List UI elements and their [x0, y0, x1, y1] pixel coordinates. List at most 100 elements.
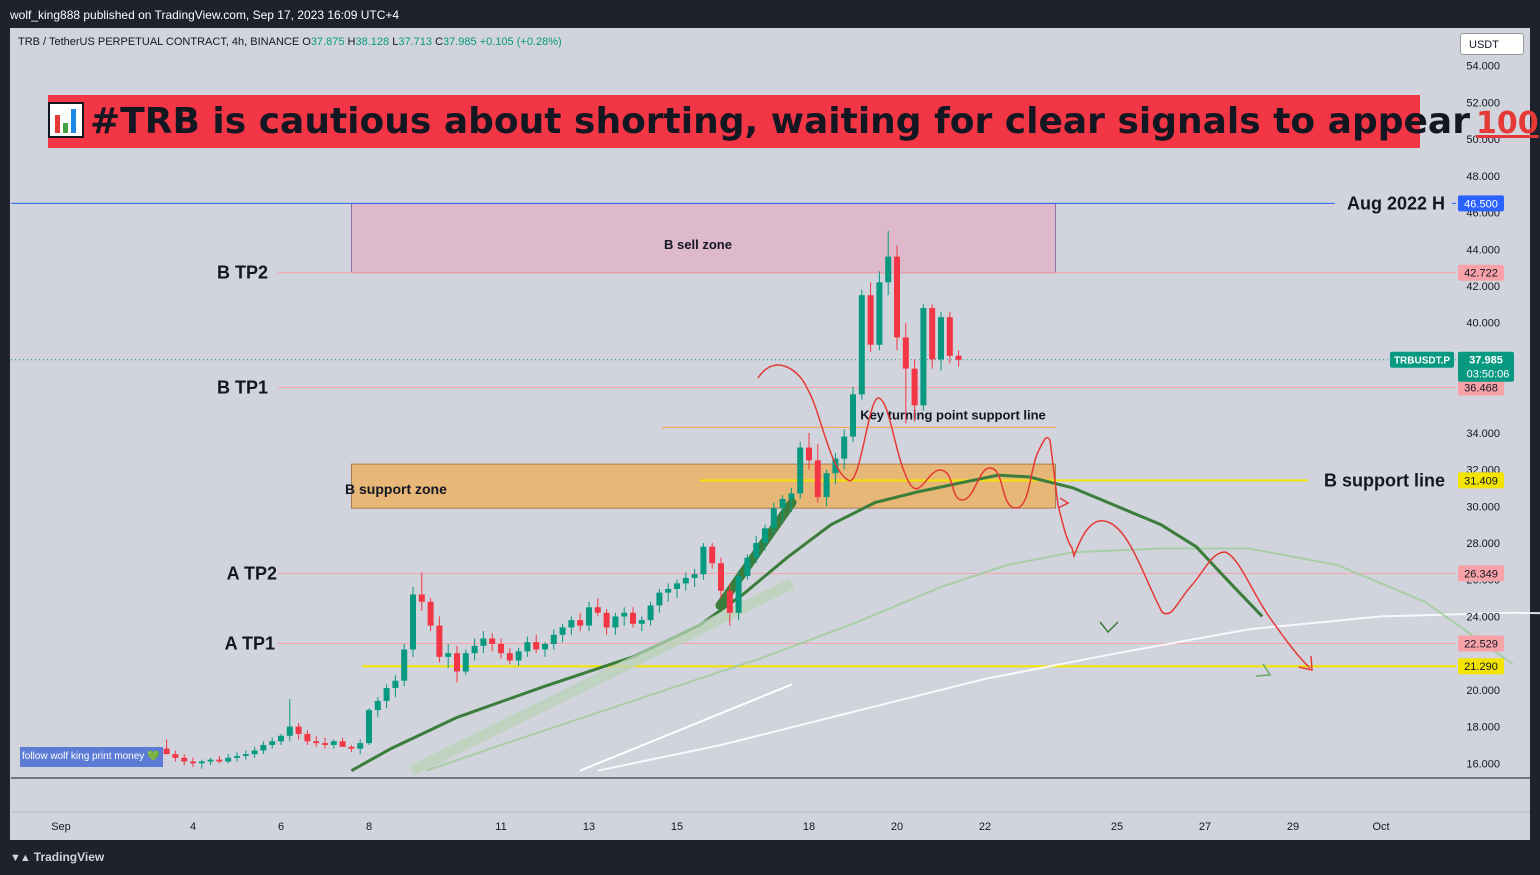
price-tag-text: 46.500 [1464, 198, 1498, 210]
y-tick-label: 34.000 [1466, 428, 1500, 440]
candle-body [427, 601, 434, 626]
x-tick-label: 15 [671, 821, 683, 833]
candle-body [726, 590, 733, 613]
candle-body [841, 436, 848, 459]
candle-body [339, 741, 346, 747]
candle-body [190, 761, 196, 764]
candle-body [172, 754, 179, 758]
candle-body [163, 748, 170, 755]
candle-body [814, 460, 821, 498]
candle-body [885, 256, 892, 283]
candle-body [612, 616, 619, 628]
candle-body [876, 282, 883, 345]
headline-banner: #TRB is cautious about shorting, waiting… [48, 95, 1539, 148]
open-label: O [302, 36, 311, 48]
candle-body [744, 557, 751, 577]
tradingview-logo-icon: ▼▲ [10, 852, 31, 864]
candle-body [638, 620, 645, 624]
price-tag [1458, 565, 1504, 582]
annotation-label: Key turning point support line [860, 407, 1046, 422]
x-tick-label: 18 [803, 821, 815, 833]
ma-band [579, 683, 793, 772]
arrow-head [1057, 497, 1070, 509]
candle-body [489, 638, 496, 644]
price-tag [1458, 658, 1504, 675]
high-value: 38.128 [355, 36, 390, 48]
y-tick-label: 40.000 [1466, 318, 1500, 330]
y-tick-label: 54.000 [1466, 61, 1500, 73]
candle-body [797, 447, 804, 494]
candle-body [542, 643, 548, 650]
tradingview-logo[interactable]: ▼▲ TradingView [10, 850, 104, 864]
candle-body [621, 612, 628, 617]
zone-label: B support zone [345, 481, 447, 497]
level-label: A TP1 [225, 633, 275, 653]
y-tick-label: 48.000 [1466, 171, 1500, 183]
candle-body [348, 746, 355, 749]
zone-box [350, 202, 1056, 274]
candle-body [313, 741, 320, 744]
symbol-tag [1390, 351, 1454, 368]
symbol-tag-text: TRBUSDT.P [1394, 356, 1450, 367]
y-tick-label: 30.000 [1466, 501, 1500, 513]
x-tick-label: Oct [1372, 821, 1389, 833]
candle-body [656, 592, 663, 606]
y-tick-label: 42.000 [1466, 281, 1500, 293]
price-tag-text: 22.529 [1464, 638, 1498, 650]
candle-body [920, 308, 927, 406]
candle-body [533, 642, 540, 650]
candle-body [207, 759, 214, 762]
candle-body [242, 754, 249, 756]
candle-body [506, 653, 513, 661]
countdown-text: 03:50:06 [1467, 369, 1510, 381]
candle-body [559, 627, 566, 635]
candle-body [278, 735, 284, 742]
candle-body [911, 368, 918, 406]
level-label: A TP2 [227, 563, 277, 583]
ma-band [409, 578, 795, 776]
ma-dark-green [350, 473, 1264, 773]
price-tag-text: 42.722 [1464, 268, 1498, 280]
y-tick-label: 50.000 [1466, 134, 1500, 146]
close-value: 37.985 [443, 36, 477, 48]
candle-body [850, 394, 856, 437]
candle-body [410, 594, 416, 650]
price-tag [1458, 472, 1504, 489]
candle-body [401, 649, 408, 681]
price-tag-text: 26.349 [1464, 568, 1498, 580]
arrow-head [1099, 621, 1119, 634]
candle-body [524, 642, 531, 652]
change-value: +0.105 (+0.28%) [479, 36, 562, 48]
y-tick-label: 16.000 [1466, 758, 1500, 770]
candle-body [234, 755, 240, 758]
currency-button[interactable]: USDT [1460, 33, 1524, 55]
candle-body [260, 744, 267, 751]
x-tick-label: 22 [979, 821, 991, 833]
x-tick-label: 27 [1199, 821, 1211, 833]
price-tag-text: 36.468 [1464, 383, 1498, 395]
candle-body [445, 653, 452, 657]
hundred-points-icon: 100 [1475, 106, 1539, 141]
candle-body [498, 643, 504, 654]
x-tick-label: Sep [51, 821, 71, 833]
candle-body [674, 583, 680, 589]
candle-body [762, 528, 768, 544]
symbol-legend: TRB / TetherUS PERPETUAL CONTRACT, 4h, B… [18, 36, 562, 48]
candle-body [700, 546, 707, 575]
price-tag [1458, 264, 1504, 281]
published-by-text: wolf_king888 published on TradingView.co… [10, 8, 400, 22]
candle-body [357, 743, 364, 749]
x-tick-label: 4 [190, 821, 196, 833]
y-tick-label: 24.000 [1466, 611, 1500, 623]
candle-body [366, 710, 372, 744]
candle-body [568, 620, 575, 628]
follow-note: follow wolf king print money 💚 [20, 747, 163, 767]
level-label: B support line [1324, 470, 1445, 490]
candle-body [515, 651, 522, 661]
candle-body [682, 577, 689, 584]
candle-body [286, 726, 293, 736]
low-value: 37.713 [398, 36, 432, 48]
y-tick-label: 52.000 [1466, 97, 1500, 109]
last-price-tag [1458, 351, 1514, 382]
